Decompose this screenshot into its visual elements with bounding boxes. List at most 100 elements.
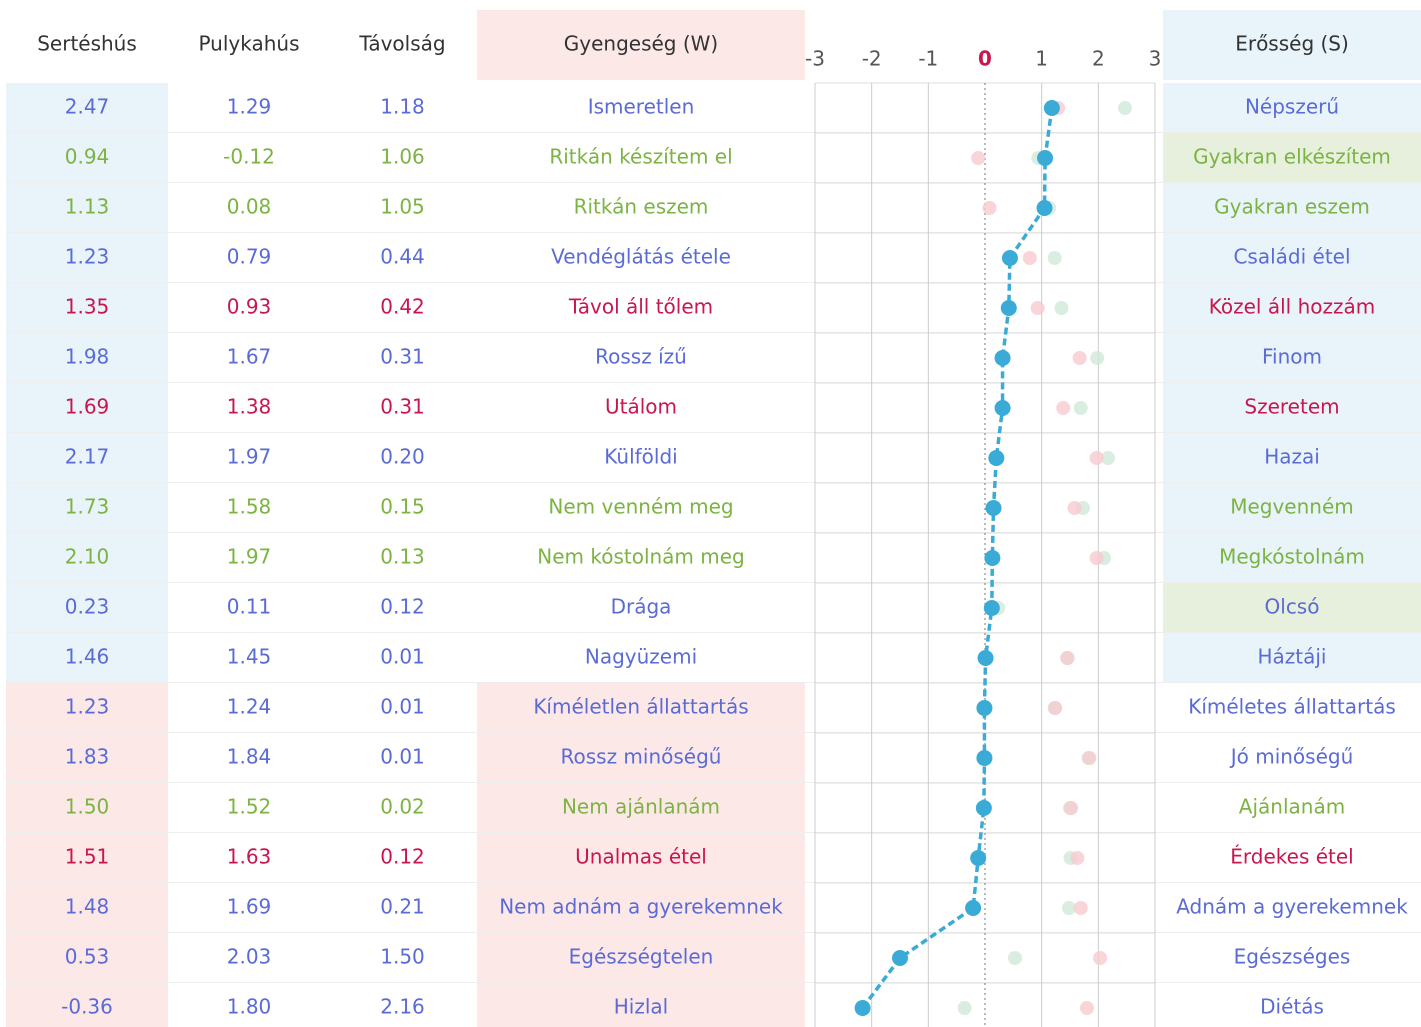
cell: 1.29 [227,95,272,119]
profile-dot [975,800,992,816]
cell: 1.52 [227,795,272,819]
profile-dot [1000,300,1017,316]
cell: 1.50 [380,945,425,969]
cell: 1.46 [65,645,110,669]
cell: 1.23 [65,695,110,719]
cell: Finom [1262,345,1322,369]
turkey-dot [971,151,986,165]
cell-bg [1163,633,1421,682]
cell-bg [6,633,168,682]
cell: 1.63 [227,845,272,869]
cell: 2.17 [65,445,110,469]
cell: Adnám a gyerekemnek [1176,895,1408,919]
x-tick-label: 3 [1149,47,1162,71]
cell: 0.20 [380,445,425,469]
cell-bg [6,433,168,482]
cell-bg [477,683,805,732]
cell: 0.12 [380,595,425,619]
pork-dot [1054,301,1069,315]
cell: 1.97 [227,445,272,469]
cell-bg [6,583,168,632]
profile-dot [988,450,1005,466]
column-header: Távolság [358,32,445,56]
cell: -0.12 [223,145,275,169]
cell: 1.24 [227,695,272,719]
cell-bg [6,483,168,532]
cell-bg [6,283,168,332]
cell: 1.13 [65,195,110,219]
cell-bg [1163,333,1421,382]
turkey-dot [1072,351,1087,365]
cell: Közel áll hozzám [1209,295,1375,319]
x-tick-label: -2 [862,47,882,71]
cell-bg [6,783,168,832]
cell: Külföldi [604,445,677,469]
cell: Népszerű [1245,95,1339,119]
cell: 0.94 [65,145,110,169]
cell-bg [1163,433,1421,482]
cell: Távol áll tőlem [568,295,713,319]
cell-bg [6,983,168,1027]
cell-bg [1163,83,1421,132]
profile-dot [1043,100,1060,116]
cell-bg [477,733,805,782]
cell-bg [1163,133,1421,182]
cell: 1.80 [227,995,272,1019]
cell-bg [477,83,805,132]
cell: 2.16 [380,995,425,1019]
cell-bg [1163,833,1421,882]
turkey-dot [1082,751,1097,765]
cell-bg [1163,483,1421,532]
cell: Nem venném meg [548,495,733,519]
cell-bg [6,83,168,132]
x-tick-label: 1 [1035,47,1048,71]
cell-bg [6,233,168,282]
cell: 1.83 [65,745,110,769]
cell: Szeretem [1244,395,1339,419]
cell: 0.12 [380,845,425,869]
cell: Megvenném [1230,495,1354,519]
cell: Kíméletlen állattartás [533,695,748,719]
pork-dot [1047,251,1062,265]
cell: 0.31 [380,345,425,369]
cell-bg [477,983,805,1027]
cell: Hazai [1264,445,1320,469]
cell-bg [1163,933,1421,982]
profile-dot [1036,200,1053,216]
header-bg [1163,10,1421,80]
cell-bg [477,233,805,282]
cell: 1.58 [227,495,272,519]
cell: Nagyüzemi [585,645,697,669]
cell-bg [6,883,168,932]
cell-bg [477,933,805,982]
cell: 1.05 [380,195,425,219]
cell: 1.51 [65,845,110,869]
cell-bg [6,733,168,782]
cell: Olcsó [1265,595,1320,619]
cell: Érdekes étel [1230,845,1353,869]
cell: Gyakran elkészítem [1193,145,1391,169]
cell-bg [477,633,805,682]
cell-bg [1163,383,1421,432]
cell: 0.13 [380,545,425,569]
cell: Egészséges [1234,945,1351,969]
cell-bg [477,283,805,332]
cell: Jó minőségű [1229,745,1354,769]
cell: Ismeretlen [588,95,695,119]
cell: 1.73 [65,495,110,519]
cell: Vendéglátás étele [551,245,731,269]
cell: Utálom [605,395,677,419]
cell: Nem adnám a gyerekemnek [499,895,783,919]
cell-bg [6,933,168,982]
profile-dot [970,850,987,866]
cell-bg [477,533,805,582]
cell: 2.47 [65,95,110,119]
cell-bg [477,183,805,232]
cell-bg [1163,583,1421,632]
cell-bg [1163,783,1421,832]
cell: 0.21 [380,895,425,919]
column-header: Sertéshús [37,32,137,56]
cell: -0.36 [61,995,113,1019]
cell: Diétás [1260,995,1324,1019]
